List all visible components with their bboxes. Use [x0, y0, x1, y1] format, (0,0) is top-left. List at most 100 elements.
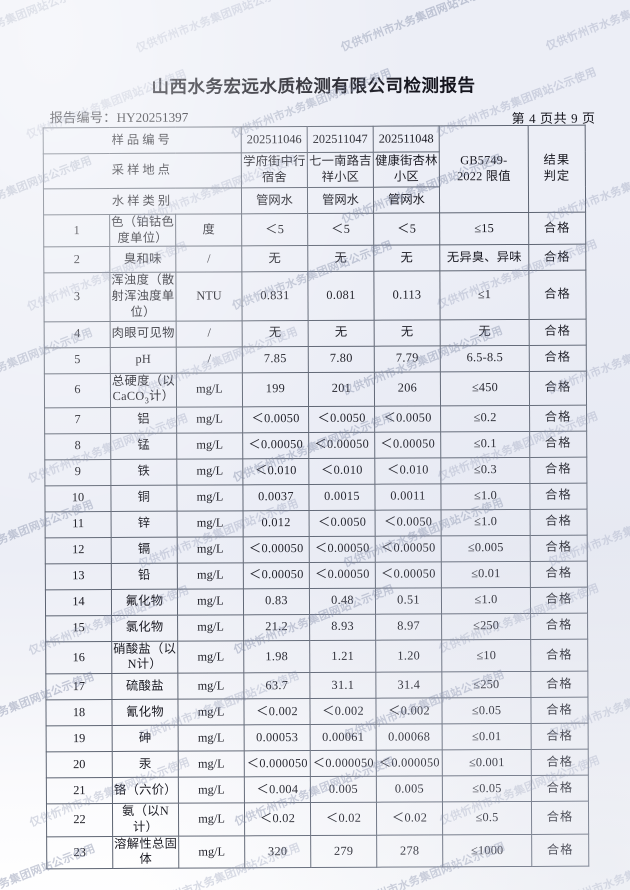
- standard-header-line1: GB5749-: [460, 153, 508, 168]
- row-judgement: 合格: [531, 723, 589, 750]
- row-item-name: 铅: [111, 562, 178, 590]
- row-value-3: 0.0011: [374, 483, 442, 510]
- table-row: 10 铜 mg/L 0.0037 0.0015 0.0011 ≤1.0 合格: [44, 482, 588, 512]
- row-value-3: ＜0.0050: [375, 509, 442, 536]
- row-index: 16: [45, 641, 112, 675]
- row-limit: 无异臭、异味: [439, 244, 529, 272]
- row-unit: mg/L: [177, 536, 244, 563]
- row-limit: ≤250: [441, 613, 531, 640]
- row-judgement: 合格: [529, 430, 587, 458]
- row-value-2: 0.081: [307, 271, 375, 321]
- row-value-1: 0.83: [243, 588, 310, 615]
- row-limit: ≤0.01: [442, 723, 532, 751]
- row-value-1: ＜5: [241, 213, 308, 247]
- row-value-2: ＜0.000050: [310, 750, 377, 777]
- row-judgement: 合格: [529, 456, 587, 484]
- row-value-2: 7.80: [308, 345, 375, 373]
- table-row: 2 臭和味 / 无无无无异臭、异味 合格: [43, 244, 586, 274]
- row-judgement: 合格: [531, 801, 589, 835]
- row-index: 13: [45, 563, 112, 590]
- row-item-name: 总硬度（以CaCO3计）: [110, 372, 177, 408]
- row-value-2: 279: [310, 834, 377, 868]
- sample-no-2: 202511047: [307, 126, 374, 153]
- row-value-3: ＜0.00050: [375, 535, 442, 562]
- row-unit: mg/L: [177, 614, 244, 641]
- row-unit: mg/L: [176, 406, 243, 433]
- row-index: 18: [45, 699, 113, 727]
- row-item-name: 砷: [112, 725, 179, 752]
- row-index: 23: [46, 836, 113, 869]
- row-judgement: 合格: [530, 586, 588, 614]
- table-row: 6 总硬度（以CaCO3计） mg/L 199 201 206 ≤450 合格: [44, 370, 587, 408]
- row-item-name: 溶解性总固体: [112, 835, 179, 869]
- table-row: 4 肉眼可见物 / 无无无无合格: [44, 318, 587, 348]
- table-row: 3 浑浊度（散射浑浊度单位） NTU 0.831 0.081 0.113 ≤1 合格: [43, 270, 587, 322]
- row-unit: mg/L: [177, 510, 244, 537]
- table-row: 11 锌 mg/L 0.012 ＜0.0050 ＜0.0050 ≤1.0 合格: [45, 508, 588, 538]
- row-value-1: 21.2: [243, 614, 310, 641]
- row-judgement: 合格: [529, 318, 587, 346]
- table-row: 12 镉 mg/L ＜0.00050 ＜0.00050 ＜0.00050 ≤0.005 合格: [45, 534, 588, 564]
- row-value-2: 201: [308, 371, 375, 407]
- row-value-2: 0.00061: [310, 724, 377, 751]
- row-value-3: 206: [374, 371, 441, 406]
- table-row: 9 铁 mg/L ＜0.010 ＜0.010 ＜0.010 ≤0.3 合格: [44, 456, 587, 486]
- table-row: 20 汞 mg/L ＜0.000050 ＜0.000050 ＜0.000050 ≤0.001…: [46, 749, 589, 779]
- sample-no-3: 202511048: [373, 125, 440, 153]
- row-unit: mg/L: [178, 777, 245, 804]
- sampling-site-1: 学府街中行宿舍: [241, 152, 308, 188]
- row-value-1: 无: [242, 320, 309, 347]
- row-item-name: 氯化物: [111, 614, 178, 642]
- row-unit: /: [176, 346, 243, 373]
- judgement-header-line1: 结果: [543, 153, 571, 168]
- row-value-1: 0.012: [243, 510, 310, 537]
- row-value-2: 无: [308, 319, 375, 347]
- row-judgement: 合格: [531, 833, 589, 867]
- watermark-text: 仅供忻州市水务集团网站公示使用: [339, 0, 504, 54]
- row-index: 14: [45, 589, 112, 616]
- row-unit: /: [176, 320, 243, 347]
- row-item-name: 氟化物: [111, 588, 178, 616]
- row-value-1: ＜0.000050: [244, 750, 311, 778]
- row-index: 4: [44, 321, 111, 348]
- row-judgement: 合格: [530, 671, 588, 698]
- row-limit: ≤1: [439, 270, 530, 320]
- row-index: 6: [44, 373, 111, 408]
- row-judgement: 合格: [530, 697, 589, 724]
- row-item-name: 浑浊度（散射浑浊度单位）: [109, 272, 177, 322]
- table-row: 5 pH/7.85 7.80 7.79 6.5-8.5 合格: [44, 344, 587, 374]
- standard-header-line2: 2022 限值: [457, 169, 511, 184]
- row-index: 7: [44, 407, 111, 434]
- table-row: 17 硫酸盐 mg/L 63.7 31.1 31.4 ≤250 合格: [45, 671, 588, 701]
- row-value-3: 无: [374, 319, 441, 346]
- row-limit: ≤0.3: [440, 457, 530, 484]
- row-unit: mg/L: [178, 803, 245, 836]
- row-judgement: 合格: [528, 212, 586, 245]
- sampling-site-label: 采样地点: [43, 152, 242, 189]
- row-limit: ≤1.0: [440, 483, 531, 510]
- row-index: 17: [45, 673, 112, 701]
- row-unit: mg/L: [177, 699, 245, 726]
- row-unit: mg/L: [178, 835, 245, 869]
- row-value-1: ＜0.02: [244, 802, 311, 836]
- standard-header: GB5749- 2022 限值: [439, 125, 529, 213]
- row-value-1: 0.0037: [242, 484, 310, 511]
- row-judgement: 合格: [530, 638, 588, 672]
- row-value-2: 31.1: [309, 672, 376, 699]
- page-title: 山西水务宏远水质检测有限公司检测报告: [151, 75, 476, 97]
- row-index: 10: [44, 485, 112, 512]
- row-item-name: 臭和味: [109, 246, 176, 273]
- row-value-2: ＜0.00050: [309, 561, 376, 589]
- table-row: 1 色（铂钴色度单位）度＜5 ＜5 ＜5 ≤15 合格: [43, 212, 586, 248]
- row-value-3: ＜0.002: [375, 698, 443, 725]
- row-judgement: 合格: [528, 270, 587, 320]
- row-item-name: 硝酸盐（以N计）: [111, 640, 178, 674]
- report-number-label: 报告编号：: [49, 109, 117, 126]
- row-index: 8: [44, 433, 111, 460]
- row-value-1: 320: [244, 835, 311, 868]
- row-item-name: 铜: [110, 484, 178, 512]
- row-value-1: 7.85: [242, 346, 309, 373]
- judgement-header: 结果 判定: [528, 125, 586, 213]
